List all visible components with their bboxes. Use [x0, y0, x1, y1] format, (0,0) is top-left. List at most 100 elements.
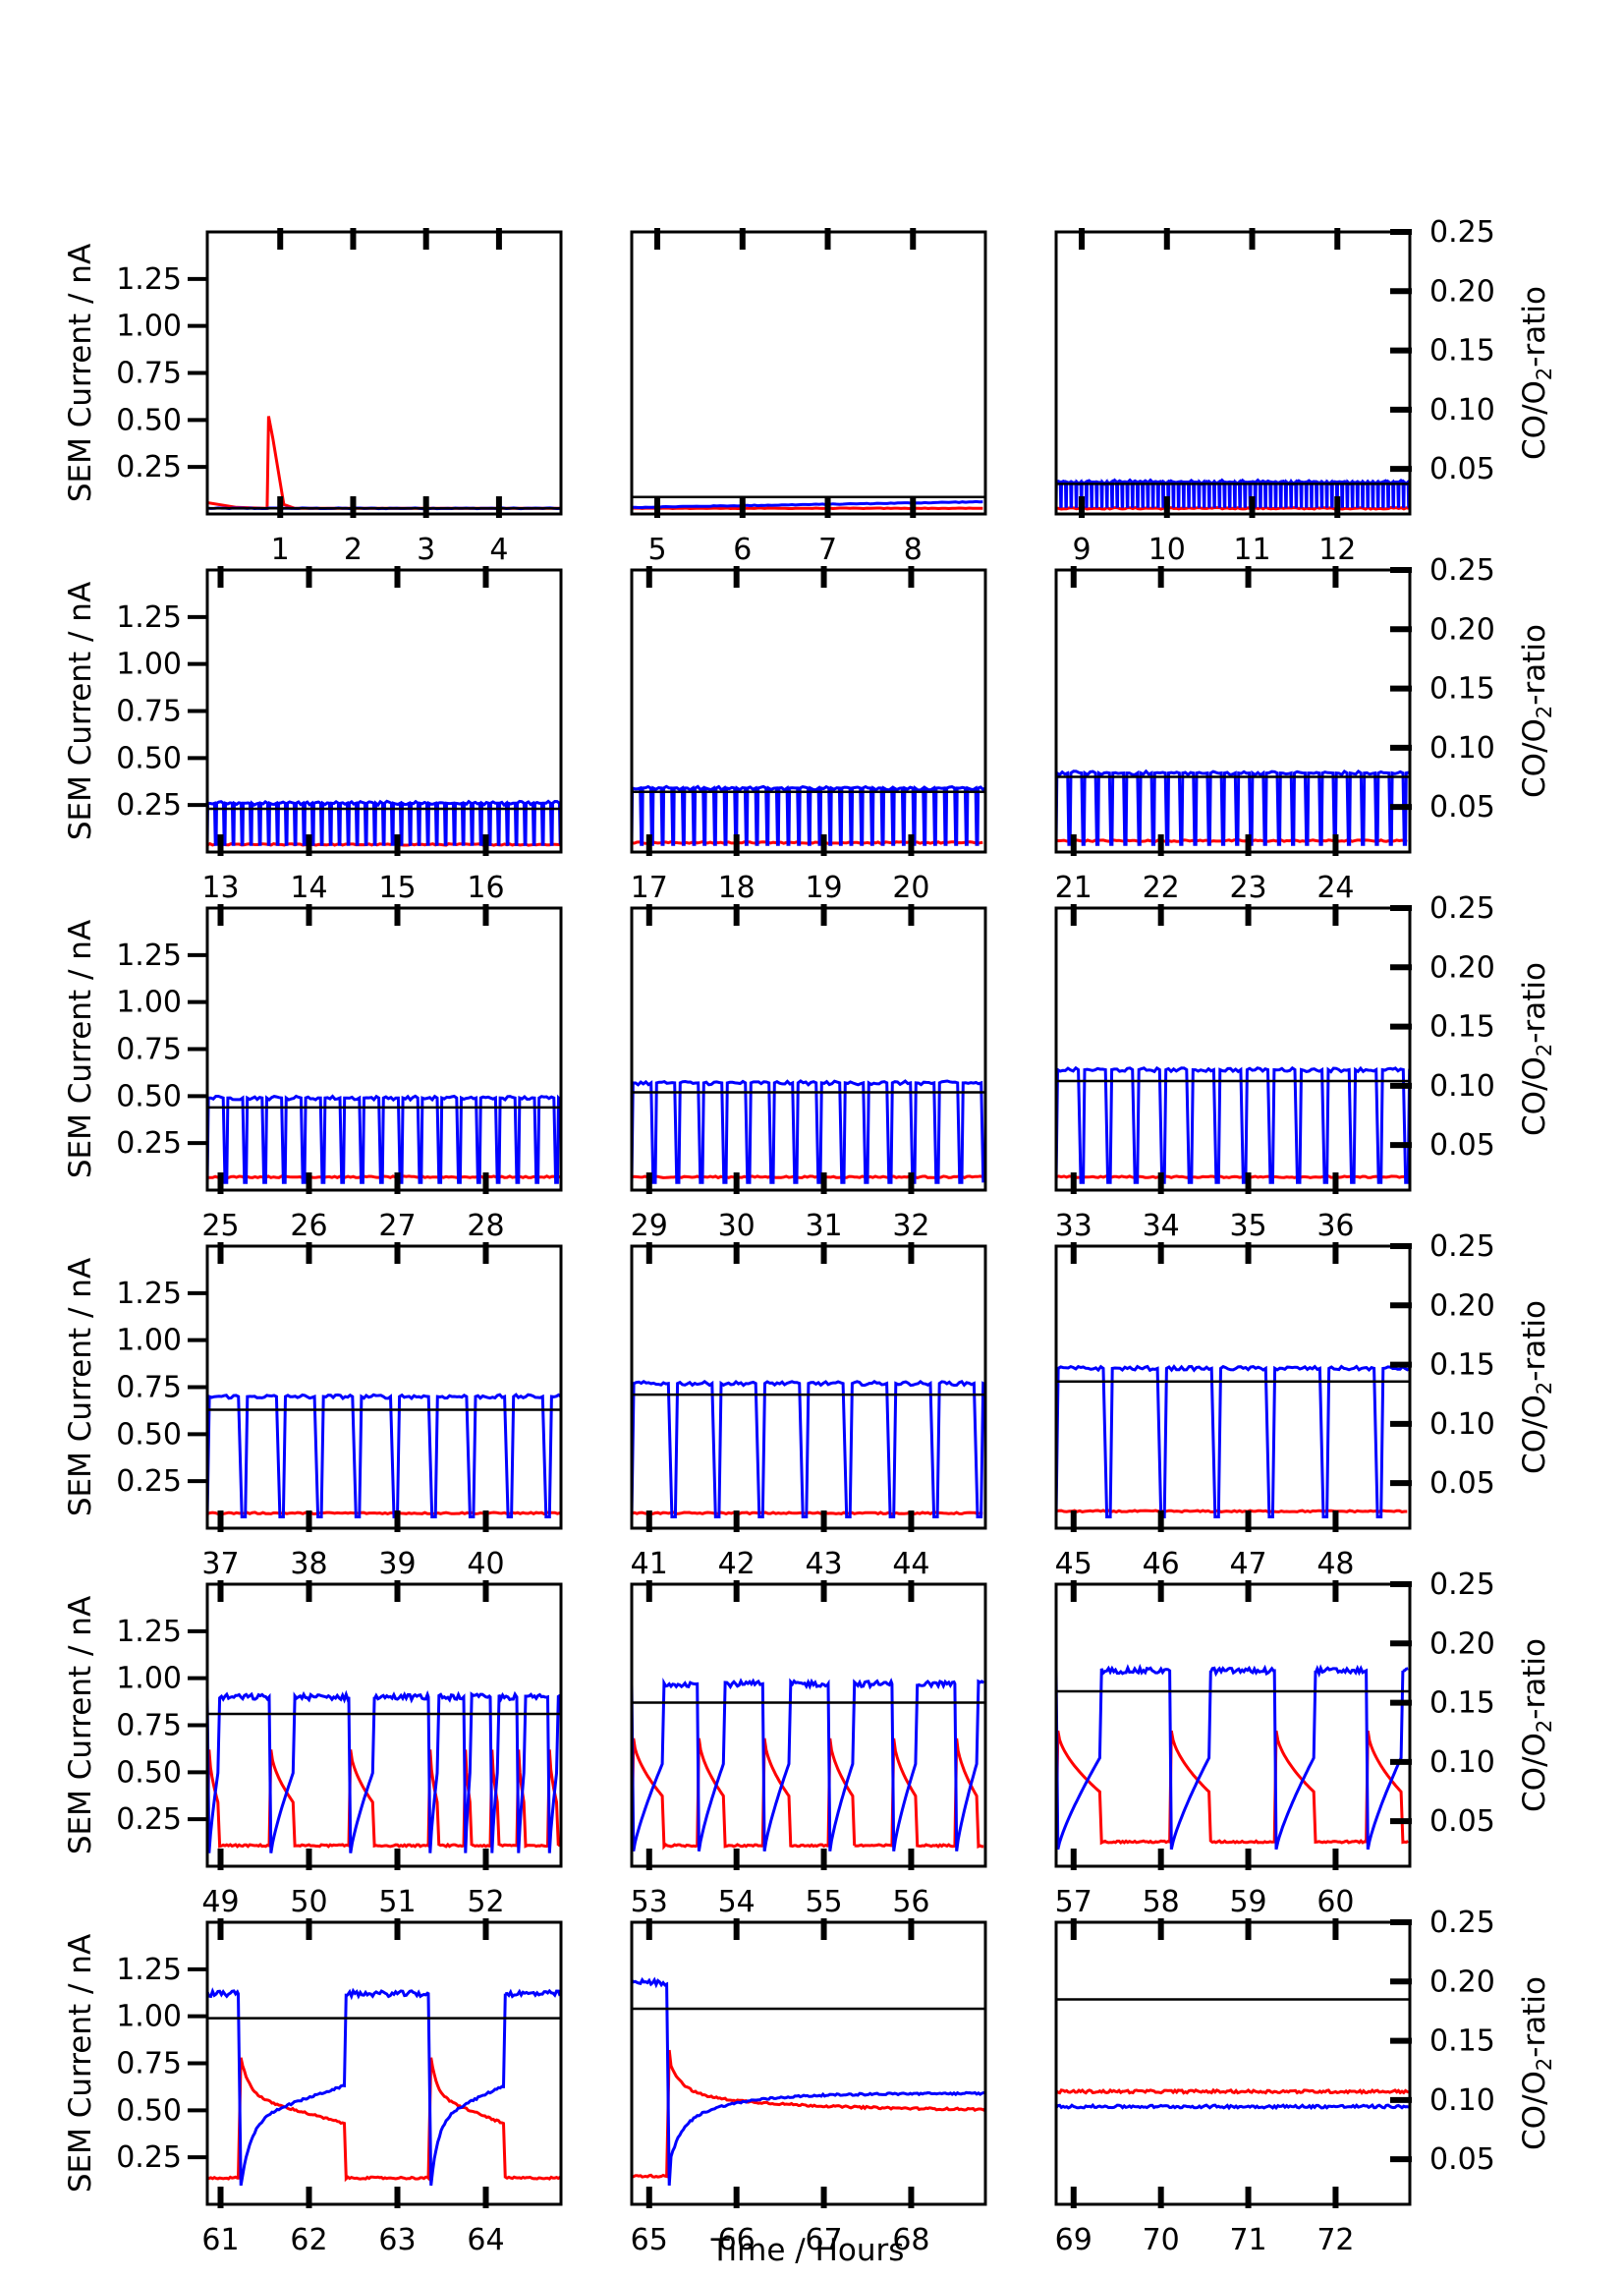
panel-frame [205, 1582, 563, 1868]
x-tick-label: 5 [647, 533, 666, 567]
panel-frame [630, 1920, 987, 2206]
y-tick-label: 0.50 [116, 1079, 182, 1113]
x-tick-label: 27 [378, 1209, 416, 1243]
y-tick-label: 1.25 [116, 1277, 182, 1311]
panel-3: 9 10 11 12 0.05 0.10 0.15 0.20 0.25 CO/O2-ratio [1054, 215, 1556, 567]
y-tick-label: 0.25 [116, 1126, 182, 1161]
series-blue-line [207, 1393, 561, 1518]
series-red-line [1056, 838, 1408, 843]
x-tick-label: 15 [378, 871, 416, 905]
y-right-tick-label: 0.10 [1429, 393, 1495, 427]
y-tick-label: 1.00 [116, 1662, 182, 1696]
y-right-tick-label: 0.25 [1429, 553, 1495, 588]
x-tick-label: 38 [290, 1547, 327, 1581]
y-right-tick-label: 0.15 [1429, 334, 1495, 369]
y-tick-label: 0.25 [116, 1464, 182, 1499]
x-tick-label: 6 [733, 533, 752, 567]
y-right-tick-label: 0.15 [1429, 1348, 1495, 1383]
series-red-line [1056, 2087, 1410, 2095]
y-right-tick-label: 0.25 [1429, 1229, 1495, 1264]
x-tick-label: 41 [631, 1547, 668, 1581]
panel-frame [630, 1244, 987, 1530]
y-right-tick-label: 0.10 [1429, 731, 1495, 766]
panel-5: 17 18 19 20 [630, 566, 987, 905]
x-tick-label: 71 [1229, 2223, 1266, 2257]
y-right-tick-label: 0.05 [1429, 1128, 1495, 1163]
y-tick-label: 1.00 [116, 1324, 182, 1358]
series-red-line [1056, 505, 1410, 511]
y-tick-label: 1.00 [116, 310, 182, 344]
x-tick-label: 47 [1229, 1547, 1266, 1581]
x-tick-label: 20 [892, 871, 929, 905]
y-tick-label: 1.25 [116, 939, 182, 973]
x-tick-label: 67 [805, 2223, 842, 2257]
series-blue-line [632, 1379, 985, 1518]
x-tick-label: 17 [631, 871, 668, 905]
x-tick-label: 64 [467, 2223, 504, 2257]
y-tick-label: 0.50 [116, 403, 182, 437]
x-tick-label: 1 [271, 533, 290, 567]
x-tick-label: 7 [818, 533, 837, 567]
y-right-tick-label: 0.10 [1429, 1407, 1495, 1442]
y-tick-label: 1.25 [116, 600, 182, 635]
panel-8: 29 30 31 32 [630, 904, 987, 1243]
y-right-tick-label: 0.15 [1429, 2024, 1495, 2059]
x-tick-label: 37 [201, 1547, 239, 1581]
x-tick-label: 40 [467, 1547, 504, 1581]
x-tick-label: 18 [718, 871, 756, 905]
x-tick-label: 12 [1318, 533, 1356, 567]
y-axis-label-right: CO/O2-ratio [1517, 286, 1556, 460]
panel-10: 37 38 39 40 0.25 0.50 0.75 1.00 1.25 SEM Current … [63, 1242, 563, 1581]
series-red-line [207, 1510, 561, 1516]
y-axis-label-right: CO/O2-ratio [1517, 962, 1556, 1136]
x-tick-label: 72 [1316, 2223, 1354, 2257]
panel-frame [630, 906, 987, 1192]
x-tick-label: 45 [1055, 1547, 1092, 1581]
series-blue-line [207, 1987, 561, 2187]
panel-frame [1054, 1920, 1412, 2206]
y-tick-label: 1.25 [116, 1615, 182, 1649]
y-tick-label: 0.50 [116, 2093, 182, 2128]
x-tick-label: 13 [201, 871, 239, 905]
x-tick-label: 29 [631, 1209, 668, 1243]
y-tick-label: 0.25 [116, 450, 182, 484]
x-tick-label: 34 [1143, 1209, 1180, 1243]
y-right-tick-label: 0.25 [1429, 215, 1495, 250]
y-right-tick-label: 0.25 [1429, 1567, 1495, 1602]
panel-11: 41 42 43 44 [630, 1242, 987, 1581]
y-tick-label: 0.75 [116, 2047, 182, 2081]
y-right-tick-label: 0.20 [1429, 950, 1495, 985]
x-tick-label: 26 [290, 1209, 327, 1243]
x-tick-label: 2 [344, 533, 363, 567]
panel-14: 53 54 55 56 [630, 1580, 987, 1919]
series-blue-line [632, 499, 983, 509]
x-tick-label: 33 [1055, 1209, 1092, 1243]
y-right-tick-label: 0.05 [1429, 452, 1495, 486]
x-tick-label: 10 [1148, 533, 1186, 567]
x-tick-label: 4 [489, 533, 508, 567]
panel-16: 61 62 63 64 0.25 0.50 0.75 1.00 1.25 SEM Current … [63, 1918, 563, 2257]
series-blue-line [1056, 2102, 1410, 2111]
x-tick-label: 66 [718, 2223, 756, 2257]
x-tick-label: 44 [892, 1547, 929, 1581]
x-axis-label: Time / Hours [710, 2233, 905, 2268]
y-tick-label: 0.75 [116, 695, 182, 729]
y-tick-label: 0.25 [116, 2140, 182, 2175]
series-blue-line [632, 784, 985, 846]
x-tick-label: 24 [1316, 871, 1354, 905]
y-axis-label-right: CO/O2-ratio [1517, 624, 1556, 798]
y-right-tick-label: 0.05 [1429, 2142, 1495, 2177]
y-right-tick-label: 0.15 [1429, 1686, 1495, 1721]
x-tick-label: 46 [1143, 1547, 1180, 1581]
series-blue-line [1056, 477, 1410, 508]
y-tick-label: 0.75 [116, 357, 182, 391]
series-blue-line [207, 799, 561, 846]
x-tick-label: 28 [467, 1209, 504, 1243]
x-tick-label: 50 [290, 1885, 327, 1919]
panel-7: 25 26 27 28 0.25 0.50 0.75 1.00 1.25 SEM Current … [63, 904, 563, 1243]
panel-frame [205, 1920, 563, 2206]
panel-frame [630, 568, 987, 854]
panel-13: 49 50 51 52 0.25 0.50 0.75 1.00 1.25 SEM Current … [63, 1580, 563, 1919]
series-red-line [207, 1749, 561, 1849]
x-tick-label: 60 [1316, 1885, 1354, 1919]
